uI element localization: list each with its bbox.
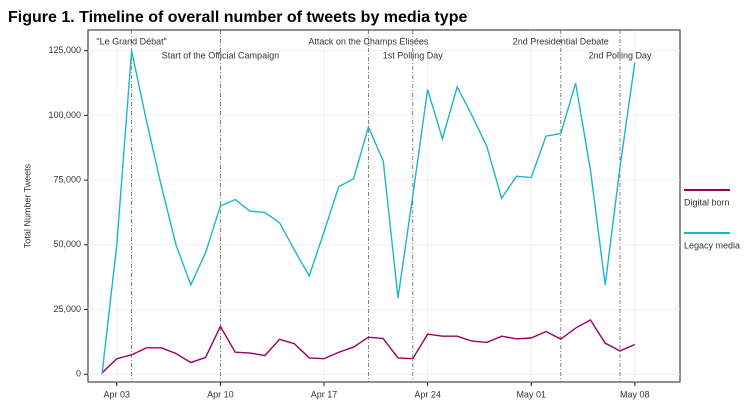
y-tick-label: 100,000 <box>48 110 81 120</box>
series-line <box>101 50 636 375</box>
y-tick-label: 125,000 <box>48 45 81 55</box>
y-tick-label: 0 <box>76 369 81 379</box>
y-tick-label: 75,000 <box>53 174 81 184</box>
x-tick-label: May 01 <box>516 389 546 399</box>
x-tick-label: Apr 03 <box>104 389 131 399</box>
y-axis-label: Total Number Tweets <box>22 163 32 248</box>
series-line <box>101 318 636 374</box>
event-label: 2nd Polling Day <box>588 50 652 60</box>
x-tick-label: Apr 24 <box>414 389 441 399</box>
event-label: Start of the Official Campaign <box>162 50 279 60</box>
y-tick-label: 25,000 <box>53 304 81 314</box>
legend-label: Legacy media <box>684 240 740 250</box>
event-label: Attack on the Champs Élisées <box>308 36 429 46</box>
x-tick-label: Apr 10 <box>207 389 234 399</box>
chart-title: Figure 1. Timeline of overall number of … <box>8 9 467 26</box>
event-label: 2nd Presidential Debate <box>513 36 609 46</box>
y-tick-label: 50,000 <box>53 239 81 249</box>
x-tick-label: May 08 <box>620 389 650 399</box>
plot-frame <box>87 29 681 383</box>
event-label: 1st Polling Day <box>383 50 444 60</box>
event-label: "Le Grand Débat" <box>96 36 166 46</box>
legend-label: Digital born <box>684 197 730 207</box>
x-tick-label: Apr 17 <box>311 389 338 399</box>
